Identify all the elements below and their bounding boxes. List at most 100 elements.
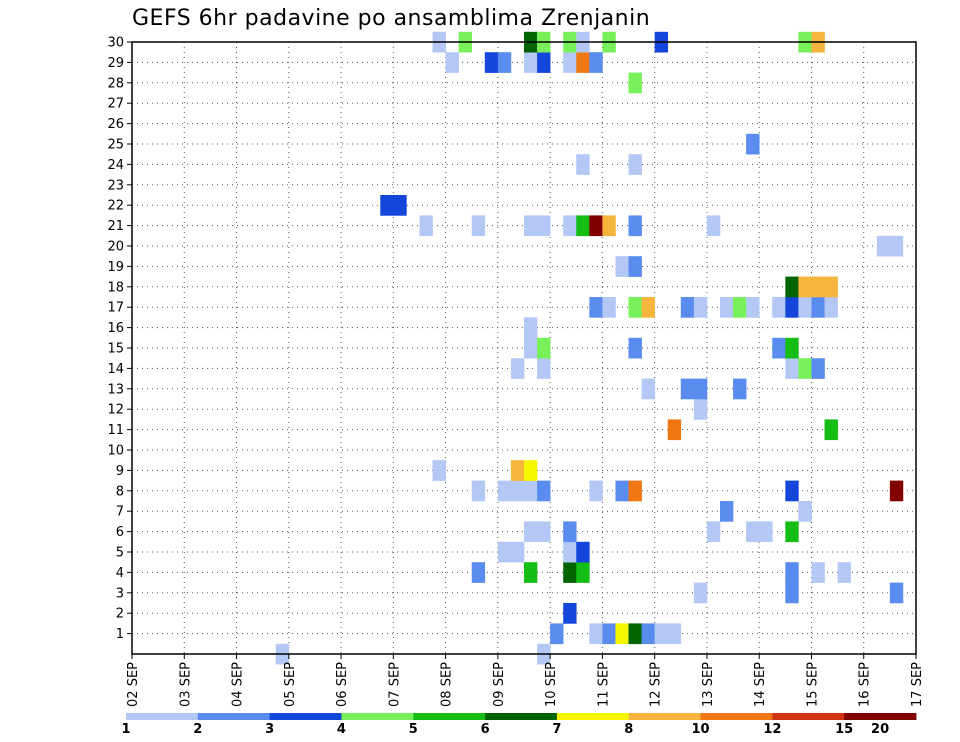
colorbar-tick-label: 20 xyxy=(871,722,889,737)
heatmap-cell xyxy=(772,297,786,318)
heatmap-cell xyxy=(759,521,773,543)
y-tick-label: 2 xyxy=(116,607,124,622)
heatmap-cell xyxy=(510,358,525,379)
y-tick-label: 8 xyxy=(116,484,124,499)
x-tick-label: 16 SEP xyxy=(858,662,873,707)
x-tick-label: 15 SEP xyxy=(805,662,820,707)
x-tick-label: 09 SEP xyxy=(492,662,507,707)
heatmap-cell xyxy=(537,215,551,237)
heatmap-cell xyxy=(720,297,734,318)
heatmap-cell xyxy=(693,582,708,604)
x-tick-labels: 02 SEP 03 SEP 04 SEP 05 SEP 06 SEP 07 SEP 08 S… xyxy=(126,662,925,707)
colorbar-segment xyxy=(485,713,558,720)
chart-title: GEFS 6hr padavine po ansamblima Zrenjani… xyxy=(132,6,651,31)
heatmap-cell xyxy=(772,337,786,359)
heatmap-cell xyxy=(654,623,669,645)
heatmap-cell xyxy=(602,215,616,237)
heatmap-cell xyxy=(393,195,407,216)
heatmap-cell xyxy=(563,603,577,624)
heatmap-cell xyxy=(628,297,642,318)
y-tick-label: 13 xyxy=(107,382,124,397)
heatmap-cell xyxy=(576,215,590,237)
heatmap-cell xyxy=(497,52,512,73)
heatmap-cell xyxy=(785,521,799,543)
y-tick-label: 12 xyxy=(107,403,124,418)
heatmap-cell xyxy=(837,562,851,583)
colorbar-segment xyxy=(269,713,342,720)
y-tick-label: 9 xyxy=(116,464,124,479)
heatmap-cell xyxy=(524,52,538,73)
colorbar-segment xyxy=(700,713,773,720)
y-tick-label: 11 xyxy=(107,423,124,438)
heatmap-cell xyxy=(798,297,812,318)
heatmap-cell xyxy=(615,256,629,277)
y-tick-label: 10 xyxy=(107,444,124,459)
colorbar-tick-label: 15 xyxy=(835,722,853,737)
heatmap-cell xyxy=(589,52,603,73)
heatmap-cell xyxy=(524,317,538,339)
heatmap-cell xyxy=(524,562,538,583)
heatmap-cell xyxy=(445,52,459,73)
heatmap-cell xyxy=(785,297,799,318)
colorbar-segment xyxy=(628,713,701,720)
heatmap-cell xyxy=(510,541,525,563)
heatmap-cell xyxy=(693,399,708,420)
heatmap-cell xyxy=(628,72,642,94)
heatmap-cell xyxy=(524,215,538,237)
heatmap-cell xyxy=(798,358,812,379)
heatmap-cell xyxy=(602,297,616,318)
heatmap-cell xyxy=(798,501,812,522)
colorbar-tick-label: 4 xyxy=(337,722,346,737)
heatmap-cell xyxy=(589,215,603,237)
heatmap-cell xyxy=(628,480,642,502)
colorbar-tick-label: 7 xyxy=(552,722,561,737)
heatmap-cell xyxy=(824,297,838,318)
colorbar-tick-label: 1 xyxy=(121,722,130,737)
heatmap-cell xyxy=(550,623,564,645)
y-tick-label: 24 xyxy=(107,158,124,173)
x-tick-label: 06 SEP xyxy=(335,662,350,707)
colorbar-tick-label: 8 xyxy=(624,722,633,737)
heatmap-cell xyxy=(798,276,812,298)
heatmap-cell xyxy=(693,378,708,400)
heatmap-cell xyxy=(524,337,538,359)
heatmap-cell xyxy=(537,521,551,543)
heatmap-cell xyxy=(889,582,904,604)
colorbar-segment xyxy=(126,713,199,720)
heatmap-cell xyxy=(563,521,577,543)
heatmap-cell xyxy=(628,337,642,359)
heatmap-cell xyxy=(641,623,655,645)
heatmap-cell xyxy=(615,623,629,645)
heatmap-cell xyxy=(563,52,577,73)
heatmap-cell xyxy=(785,582,799,604)
heatmap-cell xyxy=(811,562,825,583)
heatmap-cell xyxy=(510,480,525,502)
heatmap-cell xyxy=(706,521,721,543)
heatmap-cells xyxy=(275,31,904,665)
heatmap-cell xyxy=(889,480,904,502)
heatmap-cell xyxy=(785,358,799,379)
heatmap-cell xyxy=(706,215,721,237)
heatmap-cell xyxy=(667,623,682,645)
heatmap-cell xyxy=(576,154,590,175)
y-tick-label: 29 xyxy=(107,56,124,71)
colorbar-tick-label: 6 xyxy=(481,722,490,737)
y-tick-label: 17 xyxy=(107,301,124,316)
heatmap-cell xyxy=(524,521,538,543)
colorbar-segment xyxy=(341,713,414,720)
heatmap-cell xyxy=(576,562,590,583)
x-tick-label: 05 SEP xyxy=(283,662,298,707)
heatmap-cell xyxy=(811,358,825,379)
y-tick-label: 26 xyxy=(107,117,124,132)
heatmap-cell xyxy=(889,235,904,257)
heatmap-cell xyxy=(785,276,799,298)
heatmap-cell xyxy=(746,521,760,543)
heatmap-cell xyxy=(484,52,499,73)
heatmap-cell xyxy=(693,297,708,318)
heatmap-cell xyxy=(497,541,512,563)
y-tick-label: 15 xyxy=(107,342,124,357)
y-tick-label: 16 xyxy=(107,321,124,336)
heatmap-cell xyxy=(471,562,486,583)
colorbar-segment xyxy=(556,713,630,720)
y-tick-labels: 1234567891011121314151617181920212223242… xyxy=(107,36,124,643)
